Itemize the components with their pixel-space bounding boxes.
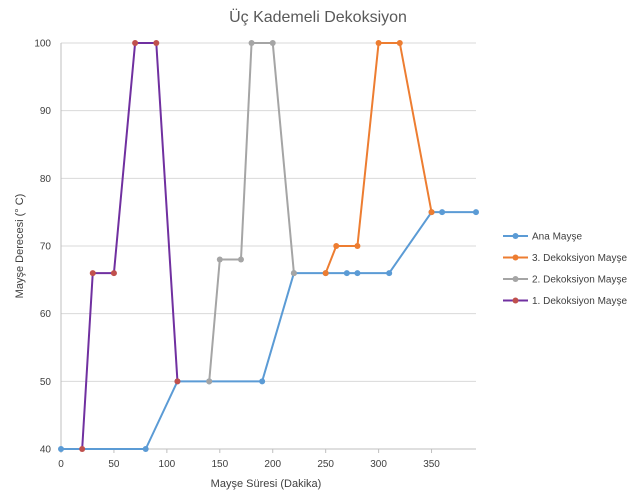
data-point xyxy=(142,446,149,452)
legend: Ana Mayşe 3. Dekoksiyon Mayşe 2. Dekoksiyo… xyxy=(503,232,627,307)
data-point xyxy=(216,256,223,263)
series-3 xyxy=(206,40,297,385)
data-point xyxy=(269,40,276,46)
data-point xyxy=(248,40,255,46)
data-point xyxy=(396,40,403,46)
data-point xyxy=(354,270,361,277)
x-tick-label: 350 xyxy=(423,459,440,470)
y-axis-label: Mayşe Derecesi (° C) xyxy=(14,194,26,299)
x-tick-label: 250 xyxy=(317,459,334,470)
data-point xyxy=(375,40,382,46)
y-tick-label: 40 xyxy=(40,445,52,456)
y-tick-label: 70 xyxy=(40,242,52,253)
legend-swatch-marker xyxy=(512,276,519,282)
y-tick-label: 90 xyxy=(40,106,52,117)
data-point xyxy=(322,270,329,277)
series-4 xyxy=(79,40,181,452)
legend-item-3: 2. Dekoksiyon Mayşe xyxy=(503,275,627,286)
data-point xyxy=(259,378,266,385)
y-tick-label: 60 xyxy=(40,309,52,320)
series-line xyxy=(208,42,295,382)
data-point xyxy=(58,446,64,452)
data-point xyxy=(237,256,244,263)
legend-swatch-marker xyxy=(512,254,519,261)
legend-label: Ana Mayşe xyxy=(532,232,582,243)
series-layer xyxy=(58,40,479,452)
y-tick-label: 100 xyxy=(34,39,51,50)
data-point xyxy=(89,270,96,277)
data-point xyxy=(132,40,139,46)
data-point xyxy=(333,243,340,249)
legend-swatch-marker xyxy=(512,297,519,304)
x-tick-label: 150 xyxy=(211,459,228,470)
data-point xyxy=(343,270,350,277)
x-tick-label: 200 xyxy=(264,459,281,470)
data-point xyxy=(473,209,479,216)
chart-title: Üç Kademeli Dekoksiyon xyxy=(229,8,407,26)
gridlines xyxy=(61,42,476,450)
y-tick-labels: 40 50 60 70 80 90 100 xyxy=(34,39,51,456)
data-point xyxy=(354,243,361,249)
y-tick-label: 50 xyxy=(40,377,52,388)
legend-item-2: 3. Dekoksiyon Mayşe xyxy=(503,253,627,264)
x-tick-label: 0 xyxy=(58,459,64,470)
data-point xyxy=(290,270,297,277)
legend-label: 1. Dekoksiyon Mayşe xyxy=(532,296,627,307)
series-line xyxy=(81,42,179,450)
data-point xyxy=(110,270,117,277)
y-tick-label: 80 xyxy=(40,174,52,185)
data-point xyxy=(386,270,393,277)
x-tick-label: 50 xyxy=(108,459,120,470)
legend-label: 2. Dekoksiyon Mayşe xyxy=(532,275,627,286)
legend-label: 3. Dekoksiyon Mayşe xyxy=(532,253,627,264)
data-point xyxy=(206,378,213,385)
x-tick-labels: 0 50 100 150 200 250 300 350 xyxy=(58,459,440,470)
data-point xyxy=(439,209,446,216)
data-point xyxy=(79,446,86,452)
axes xyxy=(60,43,476,453)
data-point xyxy=(428,209,435,216)
data-point xyxy=(174,378,181,385)
x-tick-label: 300 xyxy=(370,459,387,470)
series-2 xyxy=(322,40,435,277)
legend-item-4: 1. Dekoksiyon Mayşe xyxy=(503,296,627,307)
legend-item-1: Ana Mayşe xyxy=(503,232,582,243)
legend-swatch-marker xyxy=(512,233,519,239)
data-point xyxy=(153,40,160,46)
series-line xyxy=(324,42,433,274)
series-line xyxy=(61,211,476,450)
x-tick-label: 100 xyxy=(159,459,176,470)
x-axis-label: Mayşe Süresi (Dakika) xyxy=(211,478,322,490)
